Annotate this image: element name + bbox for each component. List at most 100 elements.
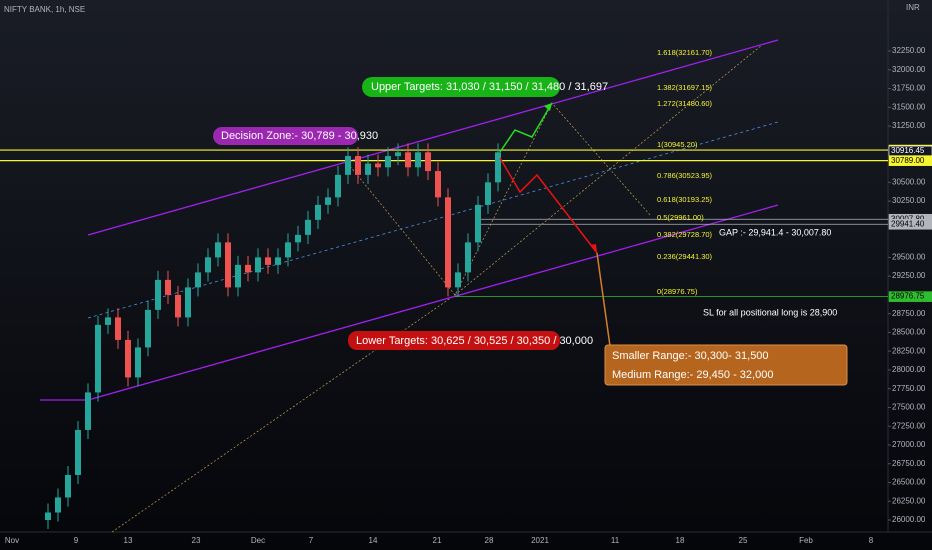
fib-label: 1.382(31697.15): [657, 83, 713, 92]
candle-body: [145, 309, 151, 348]
x-tick-label: 8: [869, 536, 874, 545]
candle-body: [305, 219, 311, 235]
y-tick-label: 30250.00: [892, 196, 926, 205]
candle-body: [255, 257, 261, 273]
y-tick-label: 26500.00: [892, 478, 926, 487]
price-tag-label: 30916.45: [891, 146, 925, 155]
fib-connector: [344, 102, 651, 296]
candle-body: [115, 317, 121, 340]
candle-body: [495, 152, 501, 183]
downside-path: [499, 157, 598, 254]
range-connector: [596, 252, 611, 347]
candle-body: [175, 294, 181, 318]
y-tick-label: 28000.00: [892, 365, 926, 374]
y-tick-label: 31500.00: [892, 102, 926, 111]
candle-body: [315, 204, 321, 220]
y-tick-label: 31250.00: [892, 121, 926, 130]
x-tick-label: 11: [611, 536, 620, 545]
candle-body: [235, 264, 241, 288]
price-tag-label: 30007.80: [891, 214, 925, 223]
x-tick-label: 9: [74, 536, 79, 545]
candle-body: [105, 317, 111, 325]
y-tick-label: 28750.00: [892, 309, 926, 318]
candle-body: [385, 156, 391, 168]
candle-body: [365, 163, 371, 175]
stop-loss-note: SL for all positional long is 28,900: [703, 307, 837, 317]
fib-label: 0.382(29728.70): [657, 230, 713, 239]
decision-zone-bubble: [213, 127, 358, 145]
x-tick-label: 7: [309, 536, 314, 545]
lower-targets: Lower Targets: 30,625 / 30,525 / 30,350 …: [356, 335, 593, 347]
y-tick-label: 32000.00: [892, 65, 926, 74]
symbol-title: NIFTY BANK, 1h, NSE: [4, 5, 85, 14]
candle-body: [225, 242, 231, 288]
candles: [45, 143, 501, 529]
x-tick-label: 28: [485, 536, 494, 545]
candle-body: [405, 152, 411, 168]
fib-label: 1.272(31480.60): [657, 99, 713, 108]
candle-body: [195, 272, 201, 288]
decision-zone: Decision Zone:- 30,789 - 30,930: [221, 130, 378, 142]
candle-body: [285, 242, 291, 258]
x-tick-label: Feb: [799, 536, 813, 545]
y-tick-label: 29250.00: [892, 271, 926, 280]
channel-lower: [87, 204, 779, 401]
candle-body: [445, 197, 451, 288]
candle-body: [65, 474, 71, 498]
y-tick-label: 27750.00: [892, 384, 926, 393]
candle-body: [485, 182, 491, 205]
x-tick-label: 25: [739, 536, 748, 545]
y-tick-label: 28500.00: [892, 328, 926, 337]
drawings: [0, 39, 888, 533]
gap-note: GAP :- 29,941.4 - 30,007.80: [719, 227, 831, 237]
candle-body: [125, 339, 131, 378]
x-tick-label: 21: [433, 536, 442, 545]
candle-body: [435, 171, 441, 198]
candle-body: [325, 197, 331, 205]
candle-body: [395, 152, 401, 157]
upper-targets: Upper Targets: 31,030 / 31,150 / 31,480 …: [371, 81, 608, 93]
candle-body: [185, 287, 191, 318]
x-tick-label: 14: [369, 536, 378, 545]
candle-body: [135, 347, 141, 378]
fib-label: 0.5(29961.00): [657, 213, 704, 222]
candle-body: [275, 257, 281, 265]
candle-body: [345, 156, 351, 175]
candle-body: [295, 234, 301, 243]
upper-targets-bubble: [362, 77, 560, 97]
y-tick-label: 30500.00: [892, 177, 926, 186]
x-tick-label: Nov: [5, 536, 19, 545]
price-tag: [888, 291, 932, 302]
candle-body: [465, 242, 471, 273]
currency: INR: [906, 3, 920, 12]
y-tick-label: 27000.00: [892, 440, 926, 449]
arrow-head: [544, 103, 552, 111]
range-box: [604, 344, 848, 386]
smaller-range: Smaller Range:- 30,300- 31,500: [612, 350, 769, 362]
fib-label: 0.236(29441.30): [657, 252, 713, 261]
y-tick-label: 27250.00: [892, 421, 926, 430]
candle-body: [155, 279, 161, 310]
y-tick-label: 27500.00: [892, 403, 926, 412]
channel-upper: [87, 39, 779, 236]
y-tick-label: 26250.00: [892, 496, 926, 505]
candle-body: [475, 204, 481, 243]
price-tag-label: 29941.40: [891, 219, 925, 228]
candle-body: [55, 497, 61, 513]
candle-body: [375, 163, 381, 168]
lower-targets-bubble: [348, 331, 560, 350]
y-tick-label: 28250.00: [892, 346, 926, 355]
y-tick-label: 29500.00: [892, 252, 926, 261]
x-tick-label: 2021: [531, 536, 549, 545]
candle-body: [415, 152, 421, 168]
x-tick-label: 23: [192, 536, 201, 545]
x-tick-label: Dec: [251, 536, 265, 545]
y-tick-label: 31750.00: [892, 84, 926, 93]
overlays: Upper Targets: 31,030 / 31,150 / 31,480 …: [4, 3, 920, 386]
price-tag: [888, 218, 932, 230]
arrow-head: [590, 244, 597, 253]
fib-label: 0(28976.75): [657, 287, 698, 296]
upside-path: [499, 102, 553, 153]
